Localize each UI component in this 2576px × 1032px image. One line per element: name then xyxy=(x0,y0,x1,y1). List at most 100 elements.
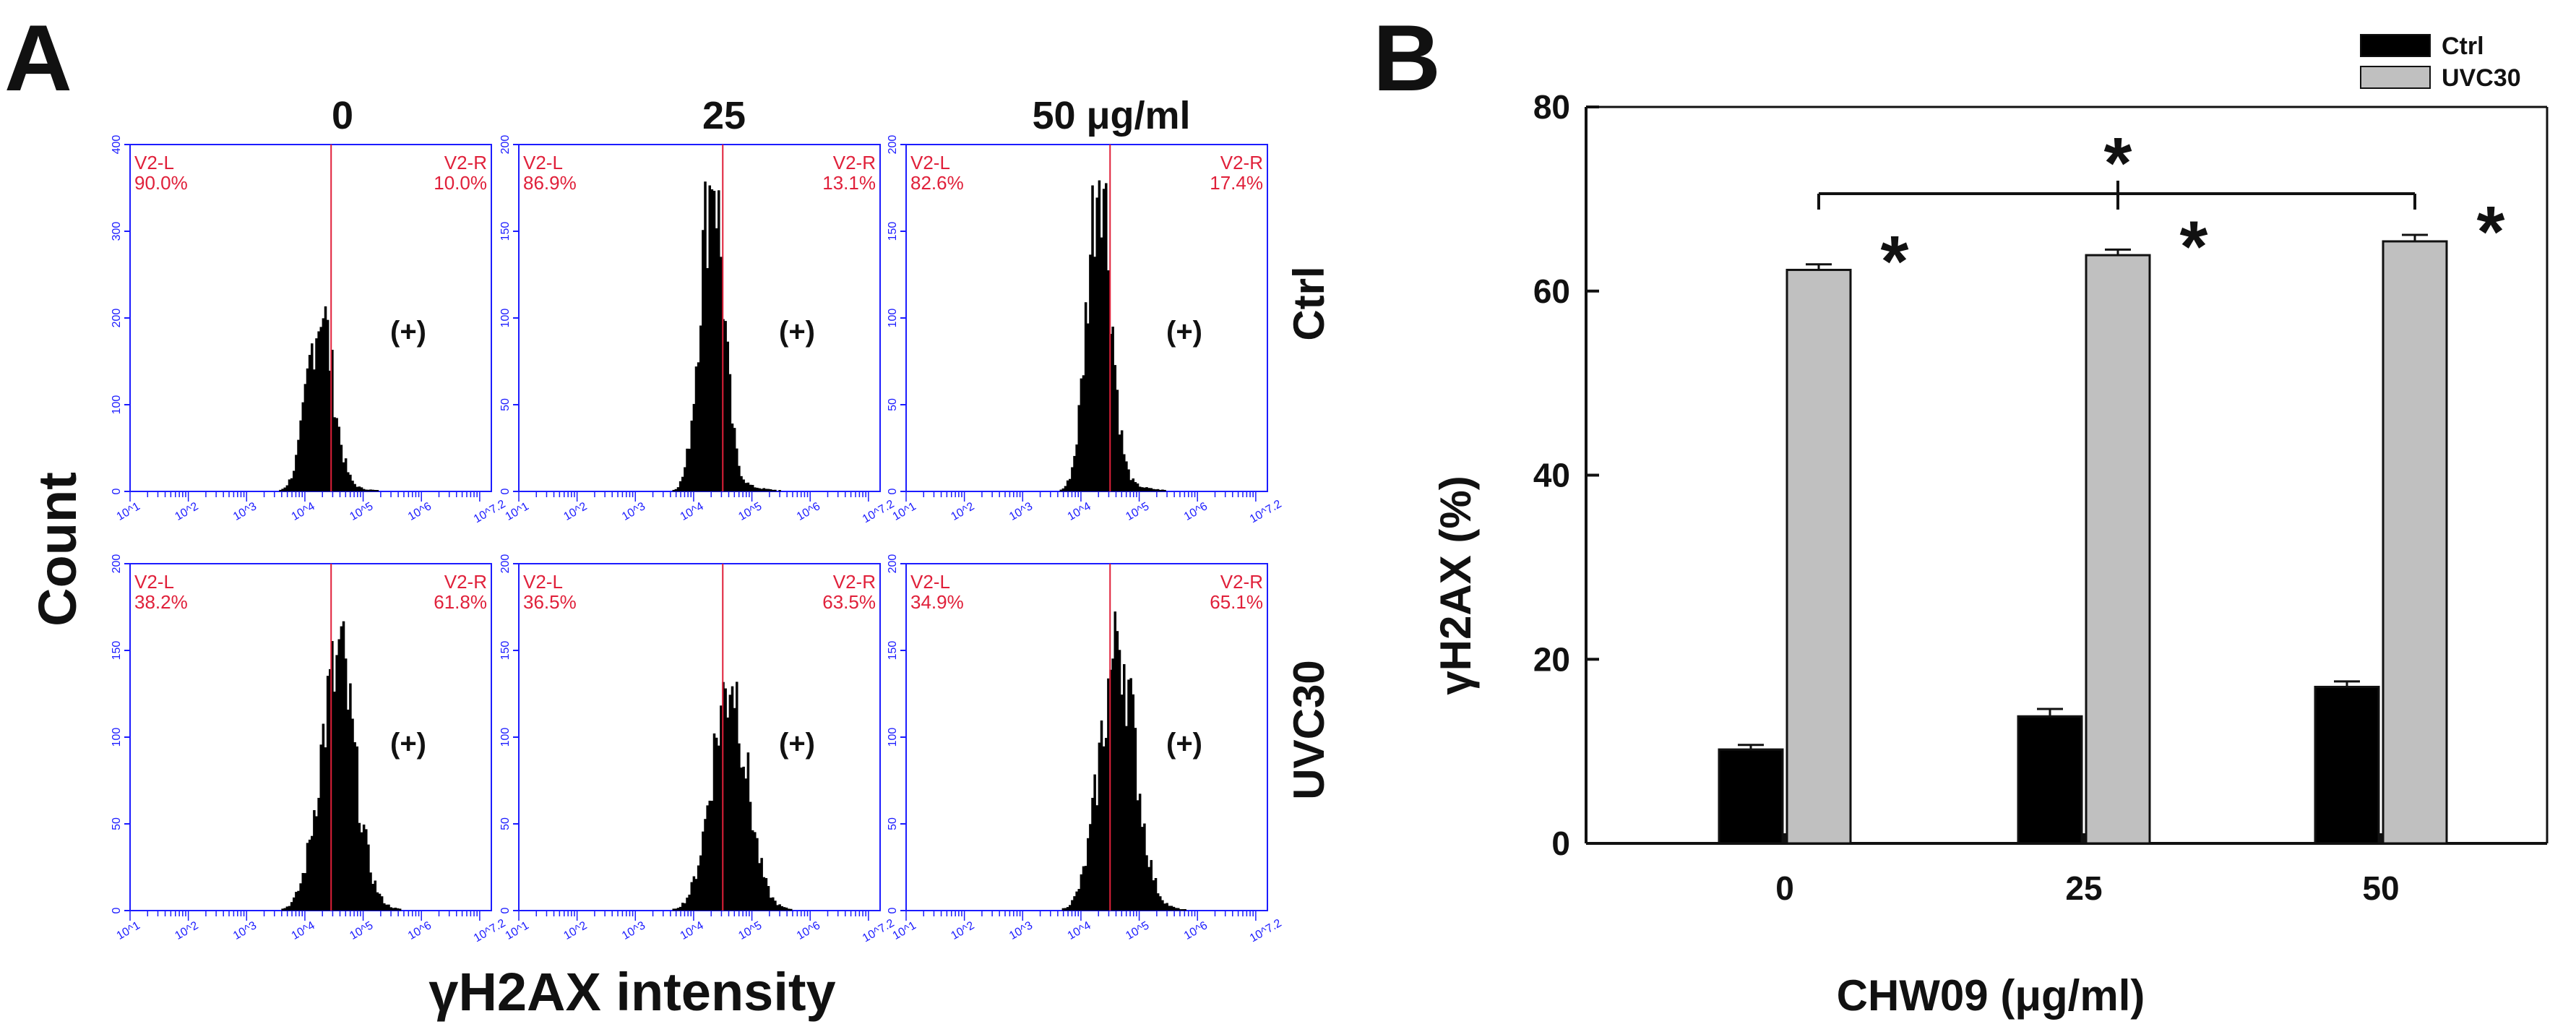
histogram-bin xyxy=(1102,746,1106,911)
histogram-bin xyxy=(1136,483,1140,491)
y-tick-label: 50 xyxy=(887,817,899,830)
histogram-bin xyxy=(706,267,709,491)
histogram-bin xyxy=(785,907,788,911)
x-tick-label: 10^5 xyxy=(736,919,764,942)
histogram-bin xyxy=(681,476,684,491)
histogram-bin xyxy=(283,487,287,491)
x-tick-label: 10^3 xyxy=(231,919,259,942)
histogram-bin xyxy=(742,766,745,911)
x-tick-label: 10^6 xyxy=(795,500,822,523)
histogram-bin xyxy=(1129,480,1132,491)
histogram-bin xyxy=(331,350,334,491)
histogram-bin xyxy=(1107,270,1110,491)
histogram-plot: 0 50 100 150 200 10^1 10^2 10^3 10^4 10^5 10^6 10^7… xyxy=(887,554,1284,945)
histogram-bin xyxy=(1091,185,1094,491)
histogram-bin xyxy=(1174,908,1178,911)
histogram-bin xyxy=(672,489,676,491)
gate-right-percent: 61.8% xyxy=(434,591,487,613)
histogram-bin xyxy=(702,831,705,911)
histogram-bin xyxy=(281,489,284,491)
histogram-bin xyxy=(769,489,772,491)
histogram-bin xyxy=(1156,893,1160,911)
histogram-bin xyxy=(1159,896,1162,911)
histogram-bin xyxy=(674,489,678,491)
x-tick-label: 10^4 xyxy=(679,919,706,942)
x-tick-label: 10^7.2 xyxy=(1248,917,1284,945)
histogram-bin xyxy=(1120,695,1124,911)
y-tick-label: 50 xyxy=(499,817,512,830)
gate-right-percent: 17.4% xyxy=(1210,172,1263,194)
histogram-bin xyxy=(1145,855,1148,911)
histogram-bin xyxy=(1156,489,1160,491)
histogram-bin xyxy=(1084,302,1087,491)
histogram-bin xyxy=(688,894,691,911)
y-tick-label: 50 xyxy=(887,398,899,411)
histogram-bin xyxy=(376,892,379,911)
y-tick-label: 0 xyxy=(111,488,123,494)
y-tick-label: 80 xyxy=(1533,88,1570,126)
histogram-bin xyxy=(731,423,734,491)
histogram-bin xyxy=(362,824,366,911)
histogram-bin xyxy=(679,481,682,491)
histogram-bin xyxy=(1172,906,1176,911)
y-tick-label: 100 xyxy=(111,395,123,415)
histogram-bin xyxy=(1087,838,1090,911)
x-tick-label: 10^2 xyxy=(949,919,976,942)
histogram-bin xyxy=(1080,378,1083,491)
gate-left-label: V2-L xyxy=(134,571,174,593)
histogram-bin xyxy=(1150,860,1153,911)
histogram-bin xyxy=(762,488,766,491)
histogram-bin xyxy=(772,489,775,491)
gate-left-label: V2-L xyxy=(910,152,950,173)
histogram-bin xyxy=(1087,323,1090,491)
histogram-bin xyxy=(351,481,354,491)
histogram-bin xyxy=(392,908,395,911)
histogram-bin xyxy=(1184,908,1186,911)
positive-marker: (+) xyxy=(779,316,815,348)
histogram-bin xyxy=(767,489,770,491)
histogram-bin xyxy=(778,904,781,911)
histogram-bin xyxy=(1093,774,1096,911)
y-tick-label: 20 xyxy=(1533,640,1570,678)
bracket-significance-star: * xyxy=(2104,123,2132,204)
histogram-bin xyxy=(1170,906,1173,911)
positive-marker: (+) xyxy=(1166,316,1202,348)
histogram-bin xyxy=(329,370,332,491)
histogram-bin xyxy=(308,355,311,491)
histogram-bin xyxy=(1102,189,1106,491)
y-tick-label: 50 xyxy=(111,817,123,830)
histogram-bin xyxy=(1143,823,1146,911)
histogram-bin xyxy=(333,692,336,911)
histogram-bin xyxy=(1073,896,1076,911)
y-tick-label: 0 xyxy=(1551,825,1570,862)
histogram-bin xyxy=(396,908,400,911)
histogram-bin xyxy=(322,723,325,911)
histogram-bin xyxy=(1095,197,1099,491)
histogram-bin xyxy=(378,893,382,911)
x-tick-label: 10^5 xyxy=(736,500,764,523)
significance-star: * xyxy=(2180,206,2208,287)
histogram-plot: 0 100 200 300 400 10^1 10^2 10^3 10^4 10^5 10^6 10^… xyxy=(111,135,508,526)
histogram-bin xyxy=(718,745,720,911)
histogram-bin xyxy=(365,489,368,491)
histogram-bin xyxy=(1093,257,1096,491)
histogram-bin xyxy=(731,686,734,911)
x-tick-label: 25 xyxy=(2065,869,2102,907)
histogram-bin xyxy=(1132,694,1135,911)
histogram-bin xyxy=(1159,489,1162,491)
legend-label-ctrl: Ctrl xyxy=(2442,33,2484,60)
histogram-bin xyxy=(710,801,714,911)
histogram-bin xyxy=(702,230,705,491)
column-header-25: 25 xyxy=(702,94,746,137)
y-tick-label: 150 xyxy=(111,641,123,661)
histogram-bin xyxy=(349,683,352,911)
histogram-bin xyxy=(1141,487,1144,491)
histogram-bin xyxy=(756,838,759,911)
y-tick-label: 200 xyxy=(499,554,512,574)
histogram-bin xyxy=(331,641,334,911)
histogram-bin xyxy=(1089,254,1092,491)
x-tick-label: 10^6 xyxy=(406,500,434,523)
histogram-bin xyxy=(1071,900,1074,911)
histogram-bin xyxy=(1152,880,1155,911)
